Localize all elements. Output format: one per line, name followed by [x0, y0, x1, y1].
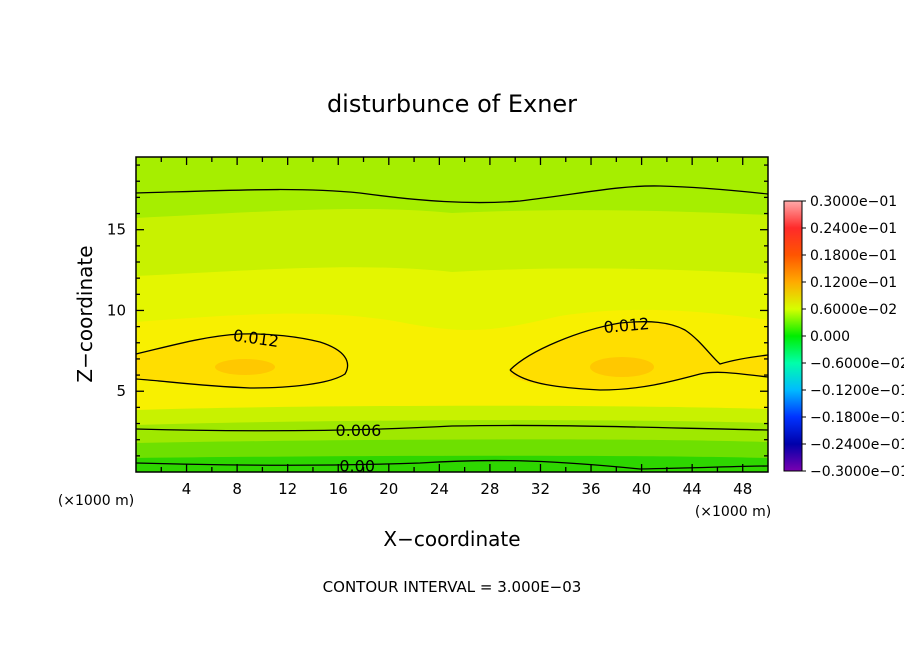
- colorbar-label: 0.3000e−01: [810, 194, 897, 210]
- x-axis-label: X−coordinate: [383, 527, 520, 551]
- x-tick-label: 48: [733, 480, 752, 498]
- x-tick-label: 20: [379, 480, 398, 498]
- x-ticks: 4 8 12 16 20 24 28 32 36 40 44 48: [160, 157, 752, 498]
- colorbar-label: 0.1800e−01: [810, 248, 897, 264]
- x-tick-label: 40: [632, 480, 651, 498]
- colorbar-label: 0.2400e−01: [810, 221, 897, 237]
- colorbar-label: −0.2400e−01: [810, 437, 904, 453]
- maximum-left: [215, 359, 275, 375]
- y-axis-label: Z−coordinate: [73, 245, 97, 382]
- x-tick-label: 4: [182, 480, 192, 498]
- colorbar-label: −0.6000e−02: [810, 356, 904, 372]
- contour-label: 0.00: [339, 457, 375, 476]
- x-unit-left: (×1000 m): [58, 493, 134, 509]
- y-tick-label: 15: [107, 221, 126, 239]
- y-tick-label: 5: [116, 382, 126, 400]
- contour-label-group: 0.00: [339, 457, 375, 476]
- contour-line-0.012-right: [509, 321, 768, 371]
- x-tick-label: 12: [278, 480, 297, 498]
- band-below-0.000: [136, 455, 768, 472]
- contour-line-upper: [136, 185, 768, 204]
- contour-label: 0.006: [336, 421, 382, 440]
- contour-line-0.006: [136, 424, 768, 432]
- x-tick-label: 32: [531, 480, 550, 498]
- x-tick-label: 28: [480, 480, 499, 498]
- colorbar: [783, 200, 803, 472]
- plot-frame: [135, 156, 769, 473]
- x-tick-label: 24: [430, 480, 449, 498]
- y-ticks: 5 10 15: [107, 164, 768, 457]
- x-tick-label: 16: [329, 480, 348, 498]
- contour-line-0.012-right-lower: [509, 369, 768, 391]
- colorbar-label: 0.6000e−02: [810, 302, 897, 318]
- x-tick-label: 44: [683, 480, 702, 498]
- y-tick-label: 10: [107, 301, 126, 319]
- contour-label-group: 0.012: [603, 314, 650, 337]
- chart-title: disturbunce of Exner: [327, 90, 577, 118]
- contour-lines: [136, 185, 768, 470]
- filled-contour-bands: [136, 157, 768, 472]
- contour-line-0.012-left: [136, 333, 349, 389]
- maximum-right: [590, 357, 654, 377]
- x-unit-right: (×1000 m): [695, 504, 771, 520]
- contour-label: 0.012: [603, 314, 650, 337]
- x-tick-label: 8: [232, 480, 242, 498]
- colorbar-label: 0.000: [810, 329, 850, 345]
- colorbar-label: −0.1800e−01: [810, 410, 904, 426]
- colorbar-label: 0.1200e−01: [810, 275, 897, 291]
- contour-line-0.000: [136, 459, 768, 470]
- contour-interval-note: CONTOUR INTERVAL = 3.000E−03: [323, 578, 582, 596]
- x-tick-label: 36: [581, 480, 600, 498]
- colorbar-label: −0.3000e−01: [810, 464, 904, 480]
- colorbar-label: −0.1200e−01: [810, 383, 904, 399]
- colorbar-labels: 0.3000e−01 0.2400e−01 0.1800e−01 0.1200e−01…: [802, 194, 904, 480]
- contour-label-group: 0.006: [336, 421, 382, 440]
